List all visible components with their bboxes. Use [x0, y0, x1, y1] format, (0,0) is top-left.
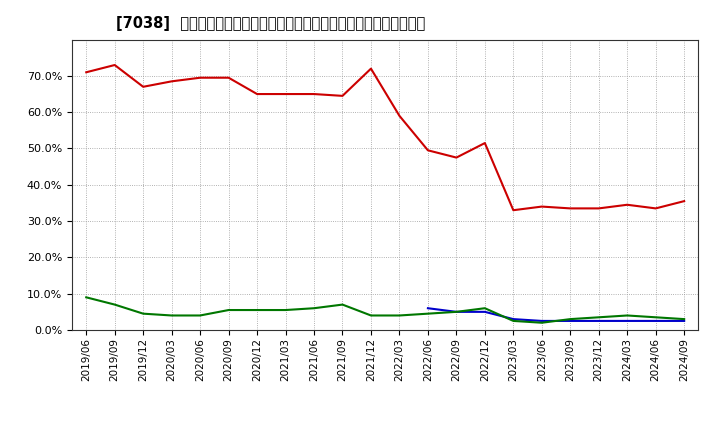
- 自己資本: [338, 93, 347, 99]
- 繰延税金資産: [566, 316, 575, 322]
- 自己資本: [225, 75, 233, 81]
- のれん: [595, 318, 603, 323]
- 繰延税金資産: [595, 315, 603, 320]
- 自己資本: [652, 206, 660, 211]
- 自己資本: [82, 70, 91, 75]
- 繰延税金資産: [395, 313, 404, 318]
- Line: のれん: のれん: [428, 308, 684, 321]
- 繰延税金資産: [167, 313, 176, 318]
- 繰延税金資産: [338, 302, 347, 307]
- 繰延税金資産: [452, 309, 461, 315]
- 繰延税金資産: [652, 315, 660, 320]
- 繰延税金資産: [623, 313, 631, 318]
- 繰延税金資産: [139, 311, 148, 316]
- 繰延税金資産: [423, 311, 432, 316]
- のれん: [509, 316, 518, 322]
- 自己資本: [452, 155, 461, 160]
- のれん: [480, 309, 489, 315]
- 繰延税金資産: [509, 318, 518, 323]
- のれん: [623, 318, 631, 323]
- のれん: [680, 318, 688, 323]
- 自己資本: [680, 198, 688, 204]
- 自己資本: [139, 84, 148, 89]
- Text: [7038]  自己資本、のれん、繰延税金資産の総資産に対する比率の推移: [7038] 自己資本、のれん、繰延税金資産の総資産に対する比率の推移: [116, 16, 425, 32]
- 繰延税金資産: [82, 295, 91, 300]
- 自己資本: [110, 62, 119, 68]
- 繰延税金資産: [196, 313, 204, 318]
- 繰延税金資産: [537, 320, 546, 326]
- 繰延税金資産: [282, 308, 290, 313]
- 自己資本: [366, 66, 375, 71]
- Line: 自己資本: 自己資本: [86, 65, 684, 210]
- 自己資本: [537, 204, 546, 209]
- 繰延税金資産: [366, 313, 375, 318]
- のれん: [423, 305, 432, 311]
- 自己資本: [196, 75, 204, 81]
- 自己資本: [282, 92, 290, 97]
- 繰延税金資産: [110, 302, 119, 307]
- 自己資本: [423, 148, 432, 153]
- 自己資本: [253, 92, 261, 97]
- 自己資本: [395, 113, 404, 118]
- のれん: [652, 318, 660, 323]
- 自己資本: [623, 202, 631, 207]
- 自己資本: [310, 92, 318, 97]
- 自己資本: [167, 79, 176, 84]
- 繰延税金資産: [480, 305, 489, 311]
- のれん: [566, 318, 575, 323]
- 繰延税金資産: [310, 305, 318, 311]
- Line: 繰延税金資産: 繰延税金資産: [86, 297, 684, 323]
- 自己資本: [595, 206, 603, 211]
- 繰延税金資産: [253, 308, 261, 313]
- 繰延税金資産: [225, 308, 233, 313]
- 自己資本: [566, 206, 575, 211]
- 繰延税金資産: [680, 316, 688, 322]
- のれん: [452, 309, 461, 315]
- 自己資本: [509, 208, 518, 213]
- のれん: [537, 318, 546, 323]
- 自己資本: [480, 140, 489, 146]
